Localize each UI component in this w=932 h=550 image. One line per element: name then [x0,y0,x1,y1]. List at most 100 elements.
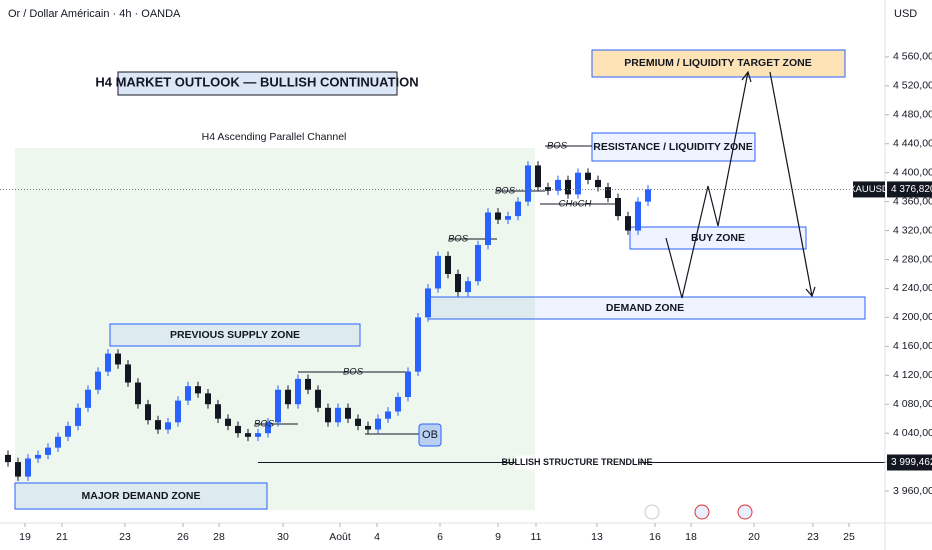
candle-body [315,389,321,408]
event-icon[interactable] [694,504,710,520]
resistance-zone [591,132,756,162]
candle-body [555,179,561,191]
candle-body [545,187,551,191]
y-tick-label: 4 520,000 [893,80,932,92]
candle-body [325,407,331,423]
projection-down [769,71,813,297]
major-demand-zone [14,482,268,510]
labels: Or / Dollar Américain · 4h · OANDA USD H… [8,8,917,502]
ob-label: OB [422,429,438,441]
candle-body [335,407,341,423]
candle-body [125,364,131,383]
y-tick-label: 4 240,000 [893,282,932,294]
candle-body [115,353,121,365]
x-tick-label: 23 [807,531,819,543]
buy-label: BUY ZONE [691,232,745,244]
y-tick-label: 3 960,000 [893,485,932,497]
candle-body [565,179,571,195]
symbol-tag [853,181,885,198]
candle-body [135,382,141,405]
bos-label: BOS [343,367,364,378]
buy-zone [629,226,807,250]
bos-lines [256,145,592,425]
candle-body [445,255,451,274]
candle-body [275,389,281,423]
candle-body [595,179,601,188]
trendline-price-label: 3 999,462 [891,457,932,468]
x-tick-label: 9 [495,531,501,543]
ob-box [418,423,442,447]
y-tick-label: 4 120,000 [893,369,932,381]
candle-body [165,422,171,430]
candle-body [155,420,161,430]
candle-body [525,165,531,202]
resistance-label: RESISTANCE / LIQUIDITY ZONE [593,141,752,153]
candle-body [515,201,521,217]
candle-body [295,378,301,405]
title-box [117,71,398,96]
candle-body [495,212,501,220]
y-tick-label: 4 080,000 [893,398,932,410]
candle-body [465,281,471,293]
x-tick-label: 18 [685,531,697,543]
symbol-title: Or / Dollar Américain · 4h · OANDA [8,8,181,20]
y-tick-label: 4 440,000 [893,138,932,150]
candle-body [435,255,441,289]
bos-label: BOS [547,141,568,152]
candle-body [635,201,641,231]
plot: BULLISH STRUCTURE TRENDLINE [0,161,885,481]
x-tick-label: 28 [213,531,225,543]
y-tick-label: 4 200,000 [893,311,932,323]
trendline-label: BULLISH STRUCTURE TRENDLINE [502,457,653,467]
projection [665,70,816,299]
candle-body [75,407,81,426]
x-tick-label: Août [329,531,351,543]
candle-body [385,411,391,419]
x-tick-label: 13 [591,531,603,543]
candle-body [235,425,241,434]
candle-body [85,389,91,408]
candle-body [35,454,41,459]
candle-body [195,386,201,394]
candle-body [615,198,621,217]
candle-body [355,418,361,426]
price-tag [887,181,932,198]
choch-label: CHoCH [559,199,592,210]
x-tick-label: 16 [649,531,661,543]
event-icon[interactable] [737,504,753,520]
x-tick-label: 19 [19,531,31,543]
candle-body [305,378,311,390]
y-tick-label: 4 480,000 [893,109,932,121]
price-tag [887,454,932,471]
y-tick-label: 4 040,000 [893,427,932,439]
channel-area [15,148,535,510]
candle-body [425,288,431,318]
candle-body [15,462,21,477]
x-tick-label: 30 [277,531,289,543]
x-tick-label: 23 [119,531,131,543]
candle-body [505,216,511,220]
demand-label: DEMAND ZONE [606,302,684,314]
candle-body [575,172,581,195]
drawings [14,49,866,510]
bos-label: BOS [495,186,516,197]
candle-body [245,433,251,437]
candle-body [55,436,61,448]
x-tick-label: 6 [437,531,443,543]
candle-body [605,187,611,199]
candle-body [5,454,11,463]
x-tick-label: 4 [374,531,380,543]
candle-body [25,458,31,477]
x-tick-label: 26 [177,531,189,543]
candle-body [185,386,191,401]
candle-body [585,172,591,180]
last-price-label: 4 376,820 [891,184,932,195]
event-icon[interactable] [644,504,660,520]
y-tick-label: 4 280,000 [893,253,932,265]
candle-body [215,404,221,419]
candle-body [265,422,271,434]
outlook-title: H4 MARKET OUTLOOK — BULLISH CONTINUATION [95,74,418,89]
candle-body [415,317,421,372]
